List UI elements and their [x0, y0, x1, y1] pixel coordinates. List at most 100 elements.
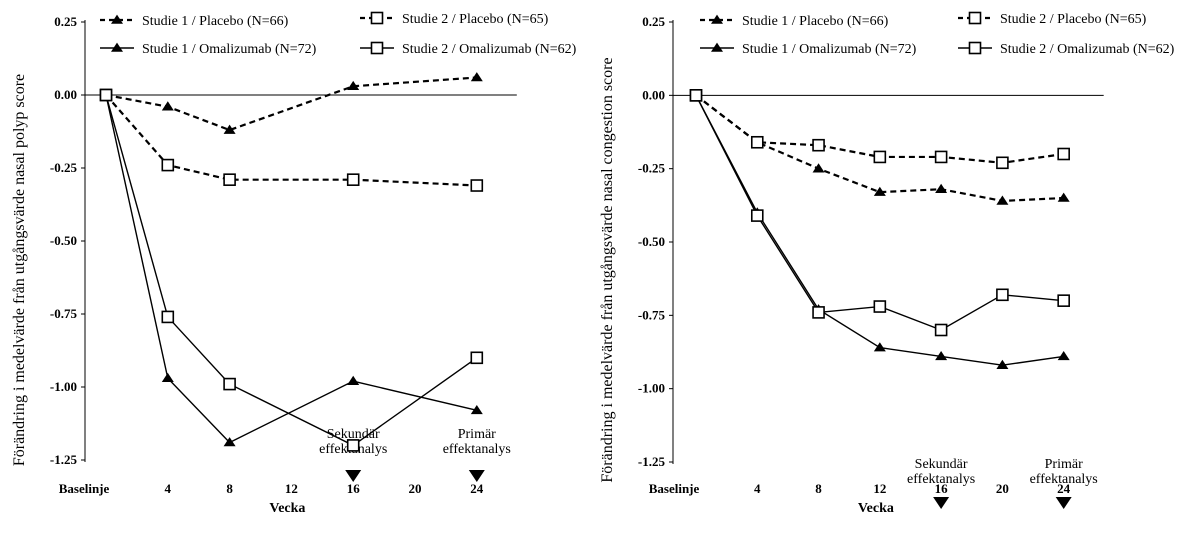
annotation-label: effektanalys [1030, 472, 1098, 487]
panel-1: 0.25 0.00 -0.25 -0.50 -0.75 -1.00 -1.25 Baselin… [11, 11, 577, 516]
data-point [470, 72, 483, 82]
series-line-4 [105, 94, 478, 447]
data-point [750, 135, 764, 149]
annotation-label: Primär [458, 427, 496, 442]
data-point [934, 150, 948, 164]
data-point [161, 310, 175, 324]
annotation-arrow [1055, 497, 1072, 509]
data-point [223, 437, 236, 447]
annotation-arrow [468, 470, 485, 482]
data-point [161, 372, 174, 383]
x-tick-label: Baselinje [59, 481, 110, 496]
data-point [934, 323, 948, 337]
legend-label: Studie 1 / Placebo (N=66) [742, 14, 889, 29]
y-tick-label: -1.25 [638, 454, 666, 469]
legend-marker [968, 11, 982, 25]
legend-label: Studie 1 / Placebo (N=66) [142, 14, 289, 29]
data-point [1057, 192, 1070, 202]
annotation-label: Primär [1045, 457, 1083, 472]
data-point [996, 359, 1009, 369]
data-point [346, 173, 360, 186]
data-point [161, 101, 174, 111]
legend-label: Studie 2 / Placebo (N=65) [1000, 12, 1147, 27]
y-tick-label: 0.00 [642, 87, 665, 102]
data-point [470, 351, 484, 365]
annotation-arrow [933, 497, 950, 509]
legend-marker [370, 41, 384, 55]
y-tick-label: 0.00 [54, 87, 77, 102]
x-tick-label: 16 [347, 481, 361, 496]
annotation-arrow [345, 470, 362, 482]
data-point [935, 351, 948, 361]
data-point [873, 150, 887, 164]
x-tick-label: 8 [226, 481, 233, 496]
y-tick-label: 0.25 [642, 14, 665, 29]
data-point [470, 179, 484, 192]
legend-label: Studie 2 / Omalizumab (N=62) [402, 42, 577, 57]
data-point [812, 163, 825, 173]
data-point [812, 138, 825, 152]
legend-label: Studie 1 / Omalizumab (N=72) [142, 42, 317, 57]
y-tick-label: -0.25 [50, 160, 78, 175]
data-point [99, 88, 113, 102]
y-tick-label: -1.00 [50, 379, 77, 394]
legend-marker [111, 42, 123, 52]
legend-marker [111, 14, 123, 24]
data-point [470, 404, 483, 415]
series-line-3 [105, 94, 477, 444]
y-tick-label: -0.50 [50, 233, 77, 248]
x-tick-label: 8 [815, 481, 822, 496]
x-tick-label: 12 [285, 481, 298, 496]
legend-marker [370, 11, 384, 25]
x-axis-label: Vecka [858, 501, 894, 516]
y-axis-label: Förändring i medelvärde från utgångsvärd… [599, 57, 616, 482]
x-tick-label: 4 [754, 481, 761, 496]
x-tick-label: 4 [165, 481, 172, 496]
legend-marker [711, 42, 723, 52]
legend-label: Studie 2 / Placebo (N=65) [402, 12, 549, 27]
data-point [346, 439, 360, 452]
data-point [1057, 147, 1070, 161]
annotation-label: Sekundär [915, 457, 968, 472]
data-point [223, 124, 236, 134]
data-point [223, 377, 236, 391]
x-tick-label: Baselinje [649, 481, 700, 496]
data-point [996, 288, 1009, 302]
y-tick-label: -0.75 [638, 307, 666, 322]
x-tick-label: 24 [470, 481, 484, 496]
data-point [161, 158, 175, 172]
x-tick-label: 24 [1057, 481, 1071, 496]
data-point [223, 173, 236, 186]
data-point [935, 183, 948, 193]
y-tick-label: -1.00 [638, 381, 665, 396]
data-point [873, 300, 887, 313]
legend-marker [968, 41, 982, 55]
data-point [812, 306, 825, 319]
annotation-label: effektanalys [443, 442, 511, 457]
y-tick-label: 0.25 [54, 14, 77, 29]
legend-label: Studie 2 / Omalizumab (N=62) [1000, 42, 1175, 57]
data-point [873, 186, 886, 196]
x-tick-label: 12 [873, 481, 886, 496]
data-point [1057, 294, 1070, 307]
x-tick-label: 16 [935, 481, 949, 496]
y-tick-label: -0.25 [638, 161, 666, 176]
data-point [873, 342, 886, 352]
x-tick-label: 20 [409, 481, 422, 496]
series-line-2 [105, 94, 477, 187]
data-point [996, 195, 1009, 205]
panel-2: 0.25 0.00 -0.25 -0.50 -0.75 -1.00 -1.25 Baselin… [599, 11, 1175, 516]
series-line-1 [105, 76, 477, 132]
data-point [1057, 351, 1070, 361]
y-tick-label: -0.50 [638, 234, 665, 249]
data-point [750, 209, 764, 222]
data-point [347, 80, 360, 91]
x-axis-label: Vecka [269, 501, 305, 516]
series-line-3 [695, 95, 1064, 366]
x-tick-label: 20 [996, 481, 1009, 496]
y-tick-label: -1.25 [50, 452, 78, 467]
y-tick-label: -0.75 [50, 306, 78, 321]
data-point [996, 156, 1009, 170]
annotation-label: effektanalys [907, 472, 975, 487]
